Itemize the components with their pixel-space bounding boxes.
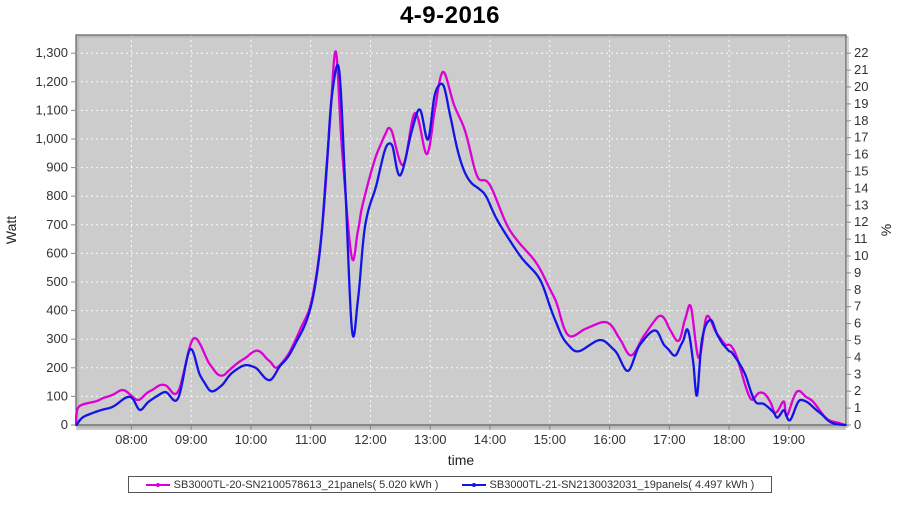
svg-text:300: 300 xyxy=(46,331,68,346)
svg-text:0: 0 xyxy=(854,417,861,432)
svg-text:1,200: 1,200 xyxy=(35,74,68,89)
svg-text:19: 19 xyxy=(854,96,868,111)
svg-text:14: 14 xyxy=(854,180,868,195)
svg-text:time: time xyxy=(448,452,475,468)
svg-text:16:00: 16:00 xyxy=(593,432,626,447)
svg-text:4: 4 xyxy=(854,349,861,364)
svg-text:7: 7 xyxy=(854,299,861,314)
svg-text:800: 800 xyxy=(46,188,68,203)
svg-text:18: 18 xyxy=(854,113,868,128)
svg-text:100: 100 xyxy=(46,388,68,403)
svg-text:900: 900 xyxy=(46,160,68,175)
svg-text:%: % xyxy=(878,224,894,236)
svg-text:13: 13 xyxy=(854,197,868,212)
svg-text:3: 3 xyxy=(854,366,861,381)
svg-text:15:00: 15:00 xyxy=(534,432,567,447)
svg-text:13:00: 13:00 xyxy=(414,432,447,447)
svg-text:17:00: 17:00 xyxy=(653,432,686,447)
svg-text:200: 200 xyxy=(46,360,68,375)
svg-text:600: 600 xyxy=(46,245,68,260)
svg-text:Watt: Watt xyxy=(3,216,19,244)
svg-text:11: 11 xyxy=(854,231,868,246)
svg-text:10: 10 xyxy=(854,248,868,263)
svg-text:16: 16 xyxy=(854,147,868,162)
svg-text:21: 21 xyxy=(854,62,868,77)
svg-text:17: 17 xyxy=(854,130,868,145)
svg-text:2: 2 xyxy=(854,383,861,398)
svg-text:19:00: 19:00 xyxy=(773,432,806,447)
svg-text:500: 500 xyxy=(46,274,68,289)
svg-text:22: 22 xyxy=(854,45,868,60)
svg-text:08:00: 08:00 xyxy=(115,432,148,447)
svg-text:0: 0 xyxy=(61,417,68,432)
svg-text:15: 15 xyxy=(854,164,868,179)
svg-text:10:00: 10:00 xyxy=(235,432,268,447)
svg-text:11:00: 11:00 xyxy=(295,432,327,447)
svg-text:6: 6 xyxy=(854,316,861,331)
svg-text:8: 8 xyxy=(854,282,861,297)
svg-text:14:00: 14:00 xyxy=(474,432,507,447)
svg-text:700: 700 xyxy=(46,217,68,232)
svg-text:12:00: 12:00 xyxy=(354,432,387,447)
svg-text:1,300: 1,300 xyxy=(35,45,68,60)
svg-text:1,000: 1,000 xyxy=(35,131,68,146)
svg-text:1,100: 1,100 xyxy=(35,102,68,117)
svg-text:400: 400 xyxy=(46,303,68,318)
svg-text:09:00: 09:00 xyxy=(175,432,208,447)
svg-text:9: 9 xyxy=(854,265,861,280)
svg-text:12: 12 xyxy=(854,214,868,229)
svg-text:18:00: 18:00 xyxy=(713,432,746,447)
svg-text:1: 1 xyxy=(854,400,861,415)
svg-text:5: 5 xyxy=(854,333,861,348)
svg-text:20: 20 xyxy=(854,79,868,94)
